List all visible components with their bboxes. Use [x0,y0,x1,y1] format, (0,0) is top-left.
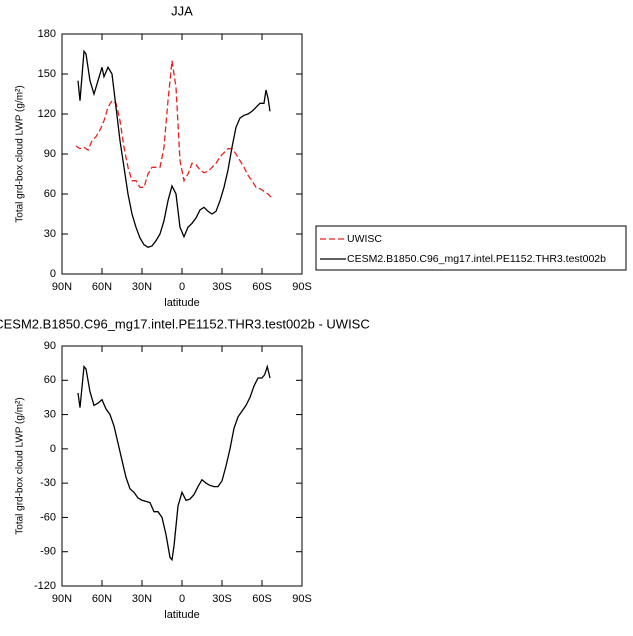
y-axis-label: Total grd-box cloud LWP (g/m²) [15,397,26,534]
y-tick-label: 60 [44,374,56,386]
x-tick-label: 0 [179,593,185,605]
y-tick-label: -90 [40,546,56,558]
y-tick-label: -30 [40,477,56,489]
data-line [75,60,273,199]
y-tick-label: 150 [38,68,56,80]
x-tick-label: 30N [132,281,152,293]
x-axis-label: latitude [164,609,199,621]
data-line [77,364,271,562]
x-tick-label: 30S [212,593,232,605]
y-tick-label: 0 [50,268,56,280]
y-tick-label: 30 [44,408,56,420]
x-tick-label: 60S [252,281,272,293]
y-tick-label: 120 [38,108,56,120]
y-axis-label: Total grd-box cloud LWP (g/m²) [15,85,26,222]
y-tick-label: -60 [40,511,56,523]
y-tick-label: -120 [34,580,56,592]
plot-frame [61,345,303,587]
y-tick-label: 60 [44,188,56,200]
y-tick-label: 30 [44,228,56,240]
y-tick-label: 90 [44,148,56,160]
y-tick-label: 0 [50,443,56,455]
x-tick-label: 30S [212,281,232,293]
x-tick-label: 60N [92,593,112,605]
x-tick-label: 60S [252,593,272,605]
x-tick-label: 90S [292,281,312,293]
x-tick-label: 90S [292,593,312,605]
x-tick-label: 30N [132,593,152,605]
legend-label: UWISC [347,233,382,245]
y-tick-label: 180 [38,28,56,40]
y-tick-label: 90 [44,340,56,352]
legend-label: CESM2.B1850.C96_mg17.intel.PE1152.THR3.t… [347,253,606,265]
data-line [77,49,271,249]
x-tick-label: 90N [52,281,72,293]
x-tick-label: 90N [52,593,72,605]
chart-title: JJA [171,3,193,18]
chart-title: CESM2.B1850.C96_mg17.intel.PE1152.THR3.t… [0,316,370,331]
plot-frame [61,33,303,275]
legend-box [315,225,627,271]
x-tick-label: 60N [92,281,112,293]
x-tick-label: 0 [179,281,185,293]
x-axis-label: latitude [164,297,199,309]
